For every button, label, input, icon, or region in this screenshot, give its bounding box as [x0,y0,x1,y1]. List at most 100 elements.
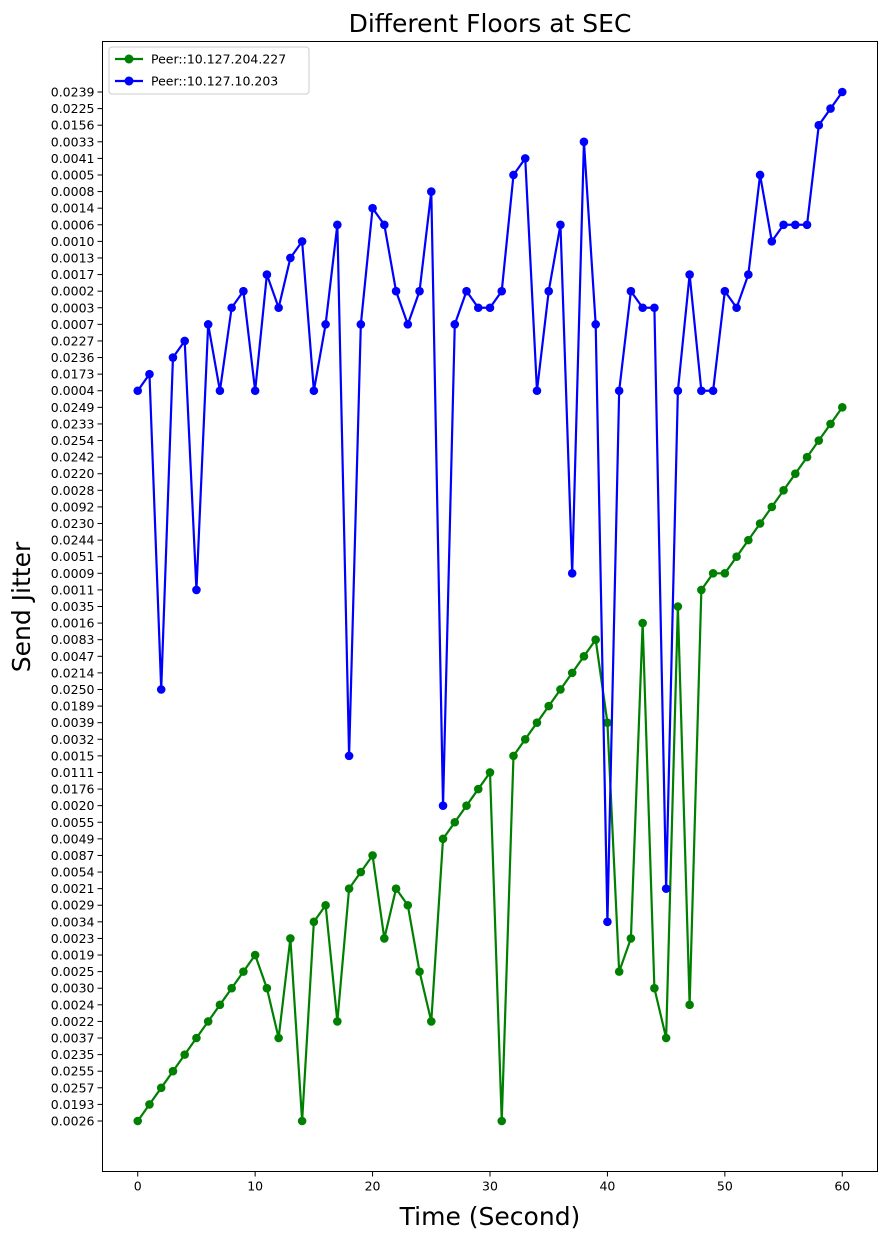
series-1-point [650,983,659,993]
series-2-point [673,386,683,396]
series-1-point [767,502,777,512]
series-2-point [321,320,330,329]
y-tick-label: 0.0051 [51,549,95,564]
y-tick-label: 0.0004 [51,383,95,398]
y-tick-label: 0.0034 [51,914,95,929]
y-tick-label: 0.0225 [51,101,95,116]
x-tick-label: 10 [247,1179,263,1194]
series-1-point [497,1116,507,1126]
series-1-point [614,967,624,976]
series-2-point [520,154,530,163]
series-2-point [614,386,624,396]
y-tick-label: 0.0015 [51,748,95,763]
y-tick-label: 0.0189 [51,699,95,714]
series-2-point [826,104,835,113]
series-2-point [802,220,812,230]
series-2-point [426,187,436,196]
series-1-point [403,900,413,910]
y-tick-label: 0.0005 [51,167,95,182]
series-1-point [309,917,319,927]
series-2-point [767,237,777,246]
x-tick-label: 0 [134,1179,142,1194]
y-tick-label: 0.0035 [51,599,95,614]
series-2-point [650,303,659,313]
series-1-point [544,701,554,711]
series-2-point [638,303,647,313]
series-1-point [802,452,812,462]
series-1-point [626,934,636,943]
series-1-point [215,1000,225,1010]
y-tick-label: 0.0092 [51,499,95,514]
y-tick-label: 0.0008 [51,184,95,199]
series-2-point [661,884,671,893]
series-1-point [239,967,248,976]
y-tick-label: 0.0023 [51,931,95,946]
series-1-point [321,900,330,910]
series-1-point [168,1066,178,1076]
series-1-point [380,934,389,943]
x-tick-label: 40 [599,1179,615,1194]
series-2-point [473,303,483,313]
series-2-point [779,220,788,230]
series-2-point [708,386,718,396]
series-2-point [227,303,236,313]
series-1-point [661,1033,671,1043]
series-2-point [697,386,706,396]
x-tick-label: 20 [365,1179,381,1194]
y-tick-label: 0.0025 [51,964,95,979]
series-1-point [556,685,565,694]
series-2-point [403,320,413,329]
series-1-point [485,768,495,777]
y-tick-label: 0.0041 [51,151,95,166]
series-1-point [473,784,483,794]
x-tick-label: 60 [834,1179,850,1194]
y-tick-label: 0.0024 [51,997,95,1012]
series-2-point [591,320,600,329]
series-1-point [391,884,401,893]
y-tick-label: 0.0176 [51,782,95,797]
series-2-point [837,87,847,97]
y-tick-label: 0.0029 [51,898,95,913]
y-tick-label: 0.0009 [51,566,95,581]
y-tick-label: 0.0156 [51,118,95,133]
y-tick-label: 0.0011 [51,582,95,597]
series-2-point [203,320,213,329]
series-1-point [520,734,530,744]
series-1-point [415,967,424,976]
series-2-point [309,386,319,396]
series-1-line [136,406,844,1123]
series-2-point [450,320,460,329]
chart-title: Different Floors at SEC [349,9,632,38]
x-axis-ticks: 0 10 20 30 40 50 60 [134,1171,850,1194]
series-1-point [837,403,847,412]
series-2-point [579,137,589,147]
series-1-point [180,1050,189,1059]
y-tick-label: 0.0239 [51,85,95,100]
series-1-point [333,1017,342,1026]
series-2-point [814,120,824,130]
series-2-point [356,320,366,329]
series-1-point [708,569,718,578]
series-2-point [239,286,248,296]
series-1-point [356,867,366,877]
series-2-point [391,286,401,296]
y-tick-label: 0.0026 [51,1114,95,1129]
y-tick-label: 0.0017 [51,267,95,282]
series-2-point [720,286,730,296]
y-tick-label: 0.0173 [51,367,95,382]
series-1-point [791,469,800,479]
series-1-point [685,1000,694,1010]
y-tick-label: 0.0257 [51,1080,95,1095]
series-1-point [603,718,612,727]
x-tick-label: 50 [717,1179,733,1194]
y-tick-label: 0.0227 [51,333,95,348]
y-tick-label: 0.0049 [51,831,95,846]
y-tick-label: 0.0233 [51,416,95,431]
y-tick-label: 0.0254 [51,433,95,448]
y-tick-label: 0.0047 [51,649,95,664]
y-tick-label: 0.0055 [51,815,95,830]
series-2-point [567,569,577,578]
series-1-point [262,983,272,993]
